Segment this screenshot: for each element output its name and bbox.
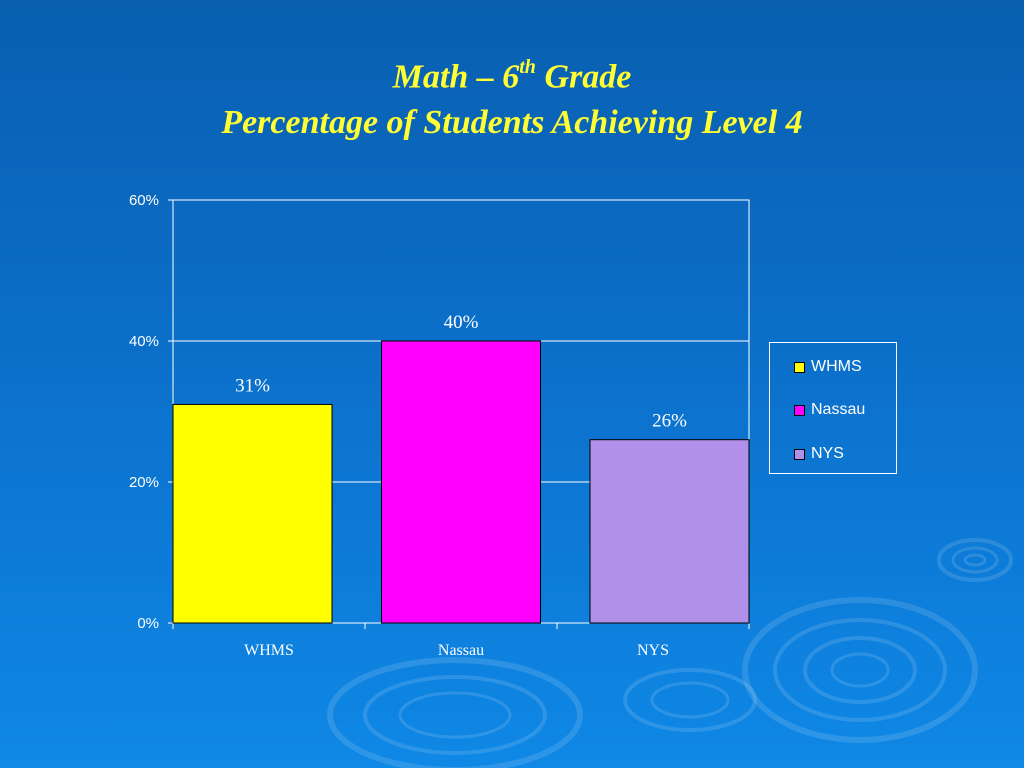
legend-item-nys: NYS (794, 444, 844, 464)
data-label-nassau: 40% (444, 312, 479, 333)
y-tick-label: 40% (129, 333, 159, 350)
data-label-nys: 26% (652, 411, 687, 432)
chart-legend: WHMS Nassau NYS (769, 342, 897, 474)
bar-nys (589, 439, 750, 624)
legend-swatch-whms (794, 361, 805, 373)
legend-label-nassau: Nassau (811, 401, 866, 418)
bar-whms (172, 403, 333, 624)
title-line-1: Math – 6th Grade (392, 56, 632, 96)
legend-item-whms: WHMS (794, 357, 862, 377)
x-tick-label-nys: NYS (637, 642, 669, 659)
x-tick-label-whms: WHMS (244, 642, 294, 659)
y-tick-label: 60% (129, 192, 159, 209)
y-tick-label: 0% (137, 615, 159, 632)
title-line-2: Percentage of Students Achieving Level 4 (221, 104, 803, 142)
legend-label-whms: WHMS (811, 358, 862, 375)
legend-item-nassau: Nassau (794, 400, 865, 420)
y-tick-label: 20% (129, 474, 159, 491)
slide-title: Math – 6th Grade Percentage of Students … (0, 46, 1024, 146)
legend-swatch-nassau (794, 404, 805, 416)
data-label-whms: 31% (235, 375, 270, 396)
x-tick-label-nassau: Nassau (438, 642, 484, 659)
bar-nassau (381, 340, 541, 624)
legend-swatch-nys (794, 448, 805, 460)
legend-label-nys: NYS (811, 445, 844, 462)
